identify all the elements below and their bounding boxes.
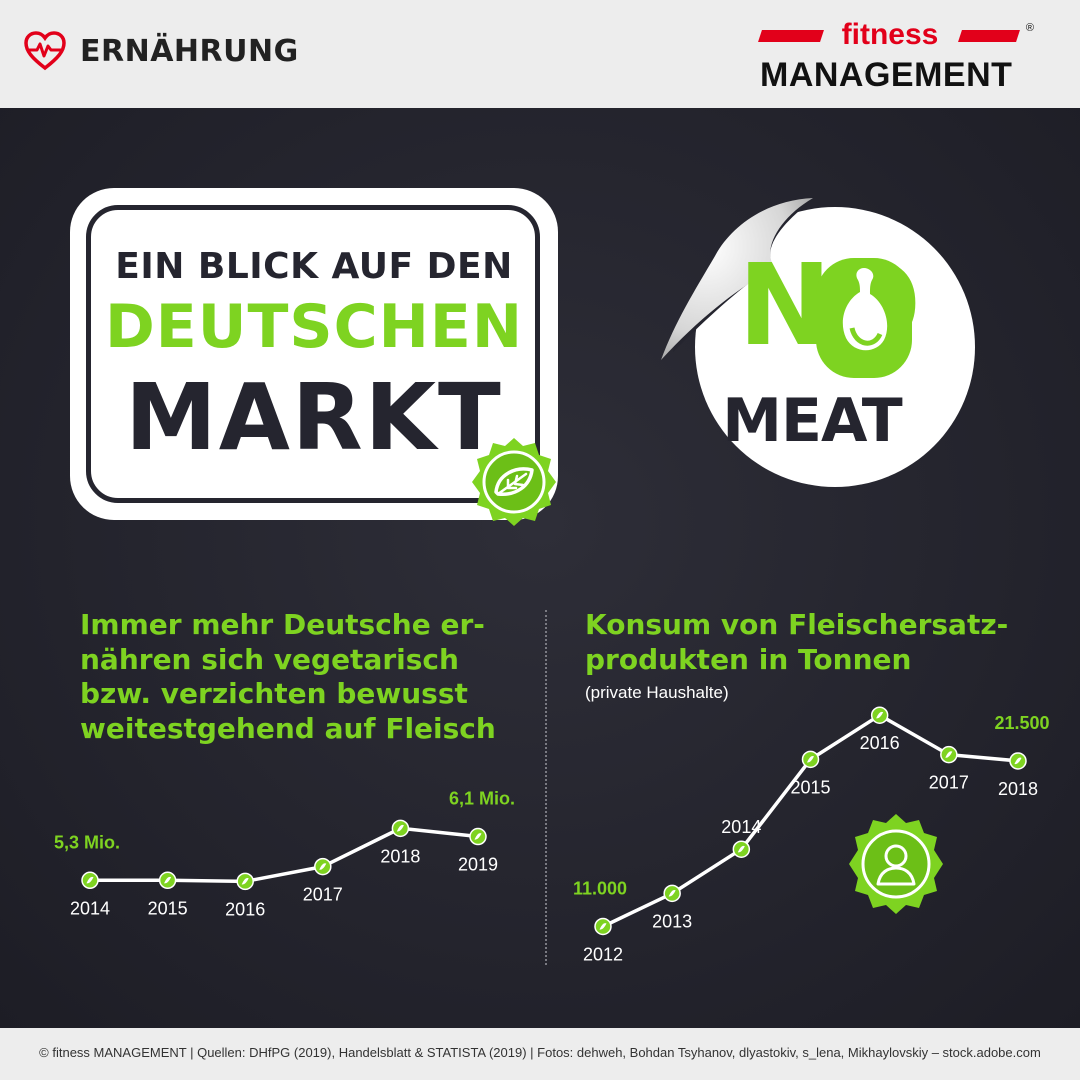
chart2-point-leaf-icon [737, 845, 745, 853]
chart2-point-leaf-icon [599, 923, 607, 930]
title-line-2: DEUTSCHEN [104, 292, 524, 362]
left-chart-title-line-2: nähren sich vegetarisch [80, 642, 459, 676]
brand-logo: fitness MANAGEMENT ® [758, 16, 1034, 96]
chart2-x-label-2016: 2016 [860, 733, 900, 753]
chart1-point-leaf-icon [86, 876, 94, 884]
title-card-border [86, 205, 540, 503]
title-card [70, 188, 558, 520]
chart1-point-leaf-icon [319, 863, 327, 870]
chart1-line [90, 826, 479, 884]
chart2-x-label-2018: 2018 [998, 779, 1038, 799]
heart-pulse-icon [24, 31, 66, 71]
left-chart-title-line-4: weitestgehend auf Fleisch [80, 711, 496, 745]
left-chart-title-line-1: Immer mehr Deutsche er- [80, 608, 485, 641]
sticker-meat-text: MEAT [722, 386, 902, 456]
chart2-x-label-2012: 2012 [583, 944, 623, 964]
column-divider [545, 610, 547, 965]
drumstick-icon [816, 258, 912, 378]
chart1-x-label-2018: 2018 [380, 846, 420, 866]
chart1-value-label-2019: 6,1 Mio. [449, 789, 515, 809]
chart2-point-leaf-icon [945, 751, 953, 758]
chart2-point-leaf-icon [807, 755, 814, 763]
footer-credits: © fitness MANAGEMENT | Quellen: DHfPG (2… [39, 1045, 1041, 1060]
right-chart-title-line-2: produkten in Tonnen [585, 642, 912, 676]
chart1-point-leaf-icon [396, 824, 404, 832]
right-chart-title-line-1: Konsum von Fleischersatz- [585, 608, 1009, 641]
footer-bar: © fitness MANAGEMENT | Quellen: DHfPG (2… [0, 1028, 1080, 1080]
chart2-value-label-2018: 21.500 [994, 713, 1049, 733]
registered-mark: ® [1025, 22, 1034, 34]
chart1-x-label-2017: 2017 [303, 885, 343, 905]
section-title: ERNÄHRUNG [80, 34, 299, 69]
title-line-1: EIN BLICK AUF DEN [115, 246, 513, 287]
header-bar: ERNÄHRUNG fitness MANAGEMENT ® [0, 0, 1080, 108]
chart2-point-leaf-icon [1014, 757, 1022, 765]
chart1-point-leaf-icon [164, 876, 172, 884]
chart2-x-label-2017: 2017 [929, 773, 969, 793]
left-chart-title: Immer mehr Deutsche er- nähren sich vege… [80, 608, 520, 746]
right-chart-title: Konsum von Fleischersatz- produkten in T… [585, 608, 1045, 677]
brand-name-bottom-text: MANAGEMENT [760, 56, 1013, 94]
chart2-x-label-2013: 2013 [652, 911, 692, 931]
chart2-x-label-2014: 2014 [721, 817, 761, 837]
chart1-point-leaf-icon [241, 877, 249, 885]
chart2-x-label-2015: 2015 [790, 777, 830, 797]
chart1-x-label-2014: 2014 [70, 898, 110, 918]
title-line-3: MARKT [125, 364, 503, 471]
person-badge-icon [849, 814, 943, 914]
chart2-value-label-2012: 11.000 [573, 878, 627, 898]
leaf-badge-icon [472, 438, 556, 526]
chart1-point-leaf-icon [474, 833, 482, 840]
chart2-point-leaf-icon [876, 711, 884, 719]
chart1-x-label-2019: 2019 [458, 855, 498, 875]
chart1-x-label-2016: 2016 [225, 899, 265, 919]
left-chart-title-line-3: bzw. verzichten bewusst [80, 677, 468, 710]
brand-name-bottom: MANAGEMENT [760, 56, 1020, 95]
brand-name-top: fitness [841, 18, 939, 51]
right-chart-subtitle: (private Haushalte) [585, 683, 729, 702]
chart2-point-leaf-icon [668, 889, 676, 897]
chart1-x-label-2015: 2015 [148, 898, 188, 918]
chart1-value-label-2014: 5,3 Mio. [54, 832, 120, 852]
